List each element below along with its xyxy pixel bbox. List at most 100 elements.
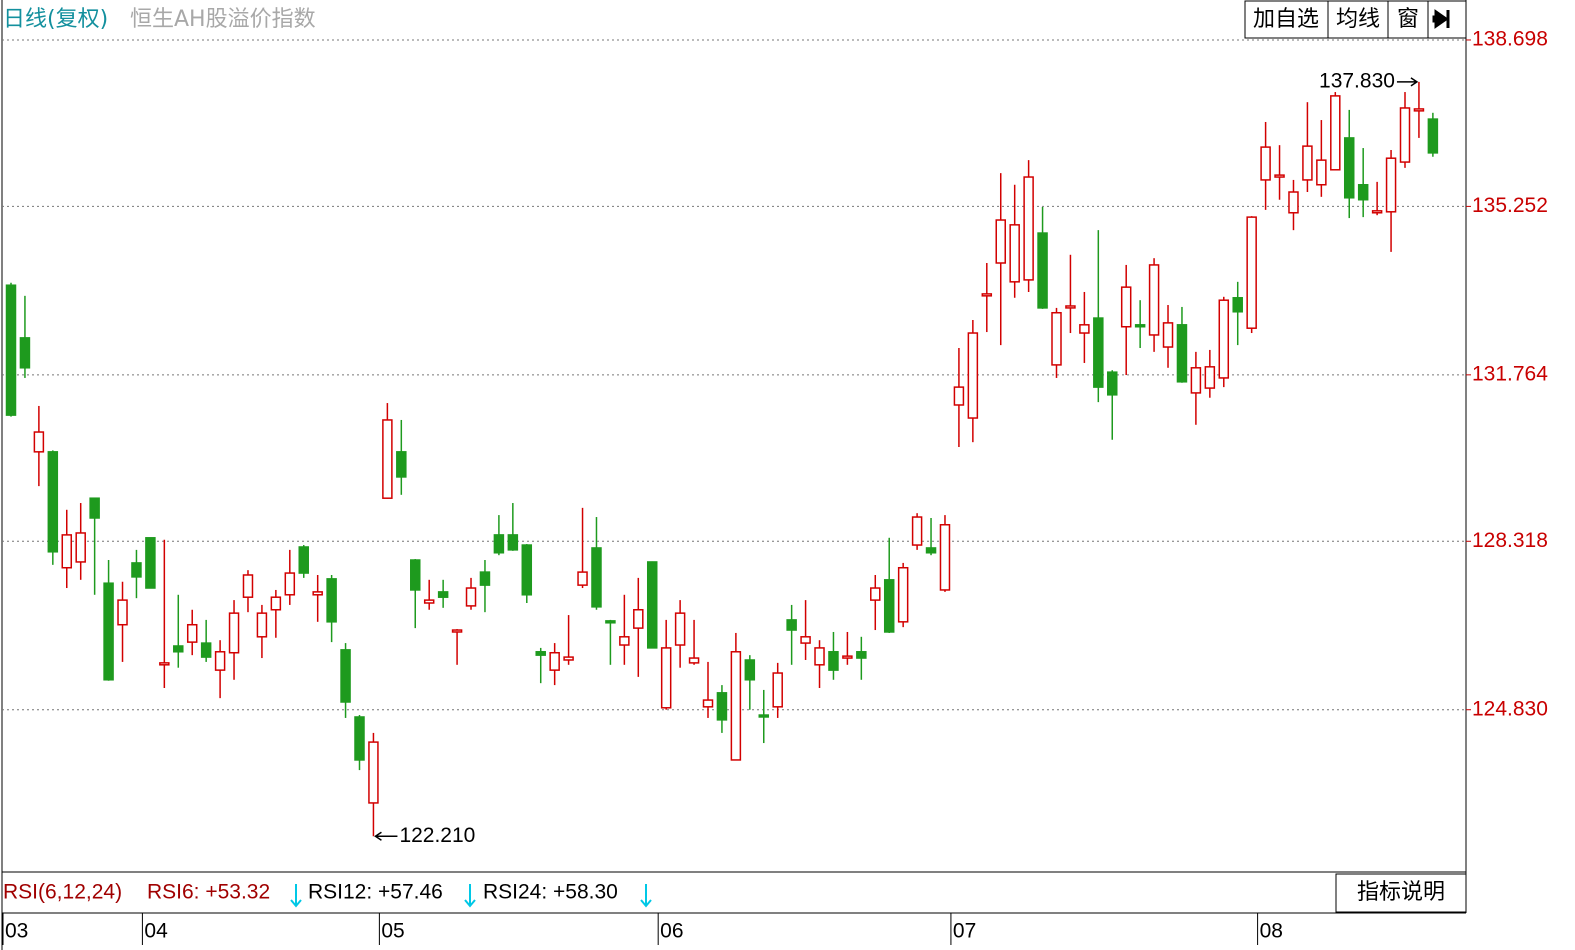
candle-body — [1260, 146, 1271, 181]
candle-body — [47, 451, 59, 553]
candle-body — [1051, 311, 1062, 366]
candle-body — [214, 651, 226, 671]
candle-body — [870, 587, 881, 601]
toolbar-button[interactable] — [1327, 0, 1389, 39]
candle-body — [465, 587, 477, 607]
down-arrow — [464, 884, 476, 908]
candle-body — [117, 599, 128, 626]
y-tick-label: 124.830 — [1472, 697, 1548, 720]
candle-body — [228, 612, 240, 654]
candle-body — [702, 699, 714, 708]
candle-body — [549, 651, 560, 671]
candle-body — [939, 524, 951, 591]
candle-body — [1413, 108, 1425, 112]
toolbar-label[interactable]: 加自选 — [1253, 7, 1319, 32]
candle-body — [423, 599, 435, 604]
candle-body — [605, 620, 616, 624]
down-arrow — [640, 884, 652, 908]
candle-body — [535, 651, 546, 656]
candle-body — [1190, 367, 1202, 394]
candle-body — [33, 431, 45, 453]
chart-subtitle: 恒生AH股溢价指数 — [130, 7, 316, 32]
toolbar: 加自选 均线 窗 — [1244, 0, 1467, 39]
candle-body — [1107, 371, 1118, 396]
candle-body — [493, 534, 505, 554]
candle-body — [842, 655, 853, 659]
candle-body — [200, 642, 212, 658]
candle-body — [1065, 305, 1076, 309]
candle-body — [925, 547, 937, 554]
candle-body — [1176, 324, 1188, 383]
candle-body — [451, 629, 463, 633]
candle-body — [911, 516, 923, 546]
candle-body — [953, 386, 965, 406]
candle-body — [828, 651, 839, 671]
indicator-value: RSI24: +58.30 — [483, 881, 618, 904]
candle-body — [744, 659, 756, 681]
candle-body — [1302, 145, 1313, 181]
candle-body — [967, 332, 979, 419]
candle-body — [1218, 299, 1230, 379]
x-tick-label: 06 — [660, 920, 683, 943]
candle-body — [1162, 322, 1174, 348]
candle-body — [396, 451, 407, 478]
candle-body — [1009, 224, 1020, 283]
candle-body — [1232, 297, 1243, 313]
trend-arrows — [290, 884, 652, 908]
candle-body — [256, 612, 268, 638]
candle-body — [340, 649, 351, 703]
candle-body — [772, 672, 783, 708]
candle-body — [89, 497, 100, 519]
toolbar-button[interactable] — [1387, 0, 1429, 39]
toolbar-button[interactable] — [1244, 0, 1329, 39]
x-tick-label: 08 — [1260, 920, 1283, 943]
candle-body — [786, 619, 797, 631]
candle-body — [814, 647, 825, 666]
candle-body — [646, 561, 658, 649]
candle-body — [1343, 137, 1355, 199]
toolbar-label[interactable]: 均线 — [1336, 7, 1380, 32]
candle-body — [242, 574, 254, 598]
candle-body — [131, 562, 142, 578]
candle-body — [298, 546, 309, 574]
candle-body — [800, 636, 811, 644]
candle-body — [660, 647, 672, 709]
candle-body — [1134, 324, 1146, 328]
candle-body — [995, 219, 1006, 264]
candle-body — [145, 537, 156, 589]
indicator-value: RSI6: +53.32 — [147, 881, 270, 904]
candle-body — [437, 591, 449, 598]
candle-body — [1427, 118, 1439, 154]
candle-body — [1246, 216, 1257, 329]
candle-body — [159, 662, 170, 666]
toolbar-label[interactable]: 窗 — [1397, 7, 1419, 32]
candle-body — [410, 559, 421, 591]
x-tick-label: 05 — [381, 920, 404, 943]
max-arrow — [1396, 77, 1419, 87]
candle-body — [633, 609, 644, 629]
candle-body — [619, 636, 630, 646]
candle-body — [1274, 174, 1285, 178]
y-tick-label: 135.252 — [1472, 194, 1548, 217]
candle-body — [368, 741, 379, 804]
candle-body — [1093, 317, 1104, 388]
candle-body — [312, 591, 323, 596]
candle-body — [19, 337, 31, 369]
candle-body — [479, 571, 491, 586]
max-annotation: 137.830 — [1319, 69, 1395, 92]
candle-body — [674, 612, 686, 646]
collapse-icon — [1432, 9, 1450, 29]
candle-body — [1148, 264, 1160, 336]
candle-body — [326, 578, 337, 623]
indicator-help-label[interactable]: 指标说明 — [1357, 880, 1445, 905]
min-arrow — [374, 831, 398, 841]
candle-body — [1079, 324, 1090, 334]
candle-body — [521, 544, 533, 596]
candle-body — [103, 582, 114, 681]
candle-body — [173, 645, 184, 653]
candle-body — [1204, 366, 1216, 389]
x-tick-label: 03 — [5, 920, 28, 943]
indicator-help-button[interactable] — [1335, 873, 1467, 913]
candle-body — [1023, 176, 1034, 281]
